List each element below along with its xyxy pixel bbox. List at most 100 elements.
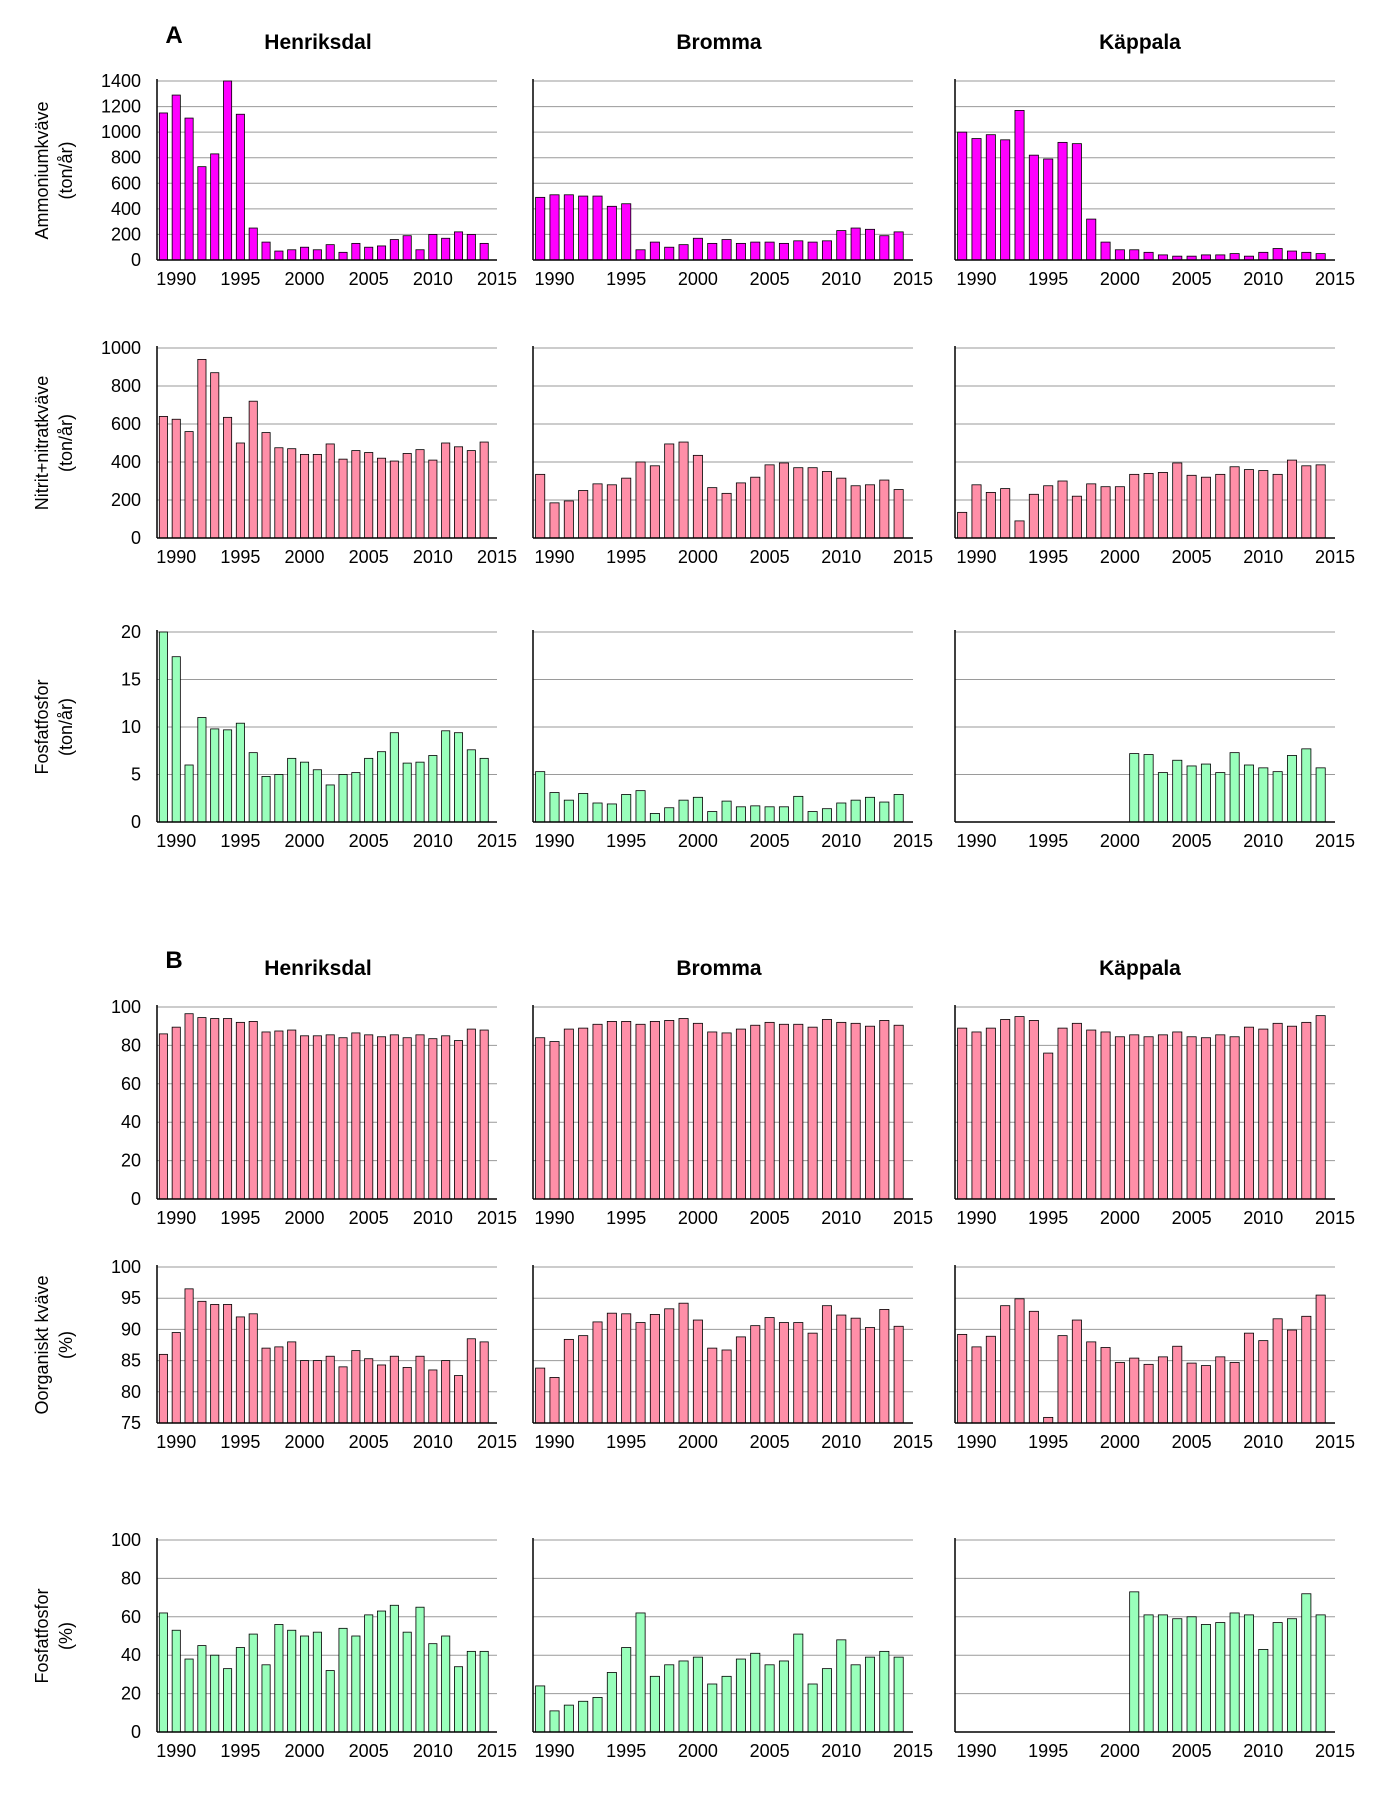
y-tick-label: 200 xyxy=(111,224,141,244)
bar xyxy=(707,1347,718,1424)
x-tick-label: 1990 xyxy=(156,1741,196,1761)
y-axis-label: Fosfatfosfor xyxy=(32,679,52,774)
bar xyxy=(1315,1015,1326,1200)
bar xyxy=(1172,1031,1183,1200)
y-tick-label: 400 xyxy=(111,199,141,219)
x-tick-label: 2000 xyxy=(678,269,718,289)
bar xyxy=(197,166,207,261)
bar xyxy=(864,484,875,539)
y-axis-label: Oorganiskt kväve xyxy=(32,1275,52,1414)
x-tick-label: 1990 xyxy=(956,547,996,567)
x-tick-label: 2000 xyxy=(1100,1208,1140,1228)
bar xyxy=(750,1652,761,1733)
bar xyxy=(1086,1341,1097,1424)
y-axis-label: (%) xyxy=(56,1622,76,1650)
bar xyxy=(957,511,968,539)
bar xyxy=(563,1028,574,1200)
x-tick-label: 2010 xyxy=(413,831,453,851)
bar xyxy=(592,802,603,823)
bar xyxy=(389,460,399,539)
bar xyxy=(1200,1624,1211,1733)
bar xyxy=(1200,1037,1211,1200)
bar xyxy=(1229,1036,1240,1200)
bar xyxy=(764,1021,775,1200)
bar xyxy=(1258,1649,1269,1733)
bar xyxy=(1114,1036,1125,1200)
x-tick-label: 2005 xyxy=(349,1741,389,1761)
bar xyxy=(158,415,168,539)
panel: 0 200 400 600 800 1000 1990 1995 2000 2005 2010 201… xyxy=(101,338,517,567)
bar xyxy=(1086,483,1097,539)
bar xyxy=(893,794,904,823)
x-tick-label: 1990 xyxy=(956,1432,996,1452)
bar xyxy=(171,1026,181,1200)
bar xyxy=(351,1350,361,1424)
bar xyxy=(197,1645,207,1733)
bar xyxy=(1028,1020,1039,1200)
bar xyxy=(184,764,194,823)
bar xyxy=(184,1288,194,1424)
bar xyxy=(1157,254,1168,261)
y-axis-label: (ton/år) xyxy=(56,414,76,472)
bar xyxy=(750,1024,761,1200)
bar xyxy=(364,452,374,539)
bar xyxy=(1272,1022,1283,1200)
bar xyxy=(678,1018,689,1200)
bar xyxy=(985,491,996,539)
y-tick-label: 20 xyxy=(121,1684,141,1704)
bar xyxy=(1172,462,1183,539)
bar xyxy=(1129,473,1140,539)
bar xyxy=(721,239,732,261)
x-tick-label: 2015 xyxy=(1315,547,1355,567)
bar xyxy=(377,751,387,823)
bar xyxy=(879,801,890,823)
bar xyxy=(1215,473,1226,539)
bar xyxy=(1000,139,1011,261)
bar xyxy=(158,631,168,823)
y-tick-label: 100 xyxy=(111,1530,141,1550)
bar xyxy=(707,811,718,823)
bar xyxy=(1057,480,1068,539)
bar xyxy=(1000,1305,1011,1424)
bar xyxy=(1229,253,1240,261)
y-tick-label: 600 xyxy=(111,173,141,193)
bar xyxy=(248,400,258,539)
bar xyxy=(171,656,181,823)
bar xyxy=(261,241,271,261)
y-tick-label: 5 xyxy=(131,765,141,785)
bar xyxy=(549,1041,560,1200)
bar xyxy=(793,1322,804,1424)
x-tick-label: 2010 xyxy=(821,831,861,851)
bar xyxy=(1172,1618,1183,1733)
x-tick-label: 2015 xyxy=(477,547,517,567)
bar xyxy=(879,1020,890,1200)
bar xyxy=(971,484,982,539)
panel-title: Käppala xyxy=(1099,957,1181,980)
bar xyxy=(158,1353,168,1424)
panel: 1990 1995 2000 2005 2010 2015 xyxy=(954,1265,1355,1452)
bar xyxy=(261,432,271,539)
bar xyxy=(621,794,632,823)
x-tick-label: 2010 xyxy=(413,1208,453,1228)
bar xyxy=(836,230,847,261)
bar xyxy=(1129,1357,1140,1424)
bar xyxy=(807,1683,818,1733)
bar xyxy=(893,231,904,261)
bar xyxy=(364,1034,374,1200)
bar xyxy=(563,194,574,261)
bar xyxy=(466,1028,476,1200)
x-tick-label: 2015 xyxy=(1315,1432,1355,1452)
x-tick-label: 1990 xyxy=(534,831,574,851)
bar xyxy=(621,1021,632,1200)
bar xyxy=(535,473,546,539)
bar xyxy=(621,1647,632,1733)
bar xyxy=(441,237,451,261)
bar xyxy=(1100,1031,1111,1200)
x-tick-label: 2000 xyxy=(285,831,325,851)
bar xyxy=(1258,251,1269,261)
bar xyxy=(549,792,560,823)
x-tick-label: 2000 xyxy=(1100,269,1140,289)
bar xyxy=(1200,1365,1211,1424)
bar xyxy=(535,771,546,823)
bar xyxy=(300,246,310,261)
